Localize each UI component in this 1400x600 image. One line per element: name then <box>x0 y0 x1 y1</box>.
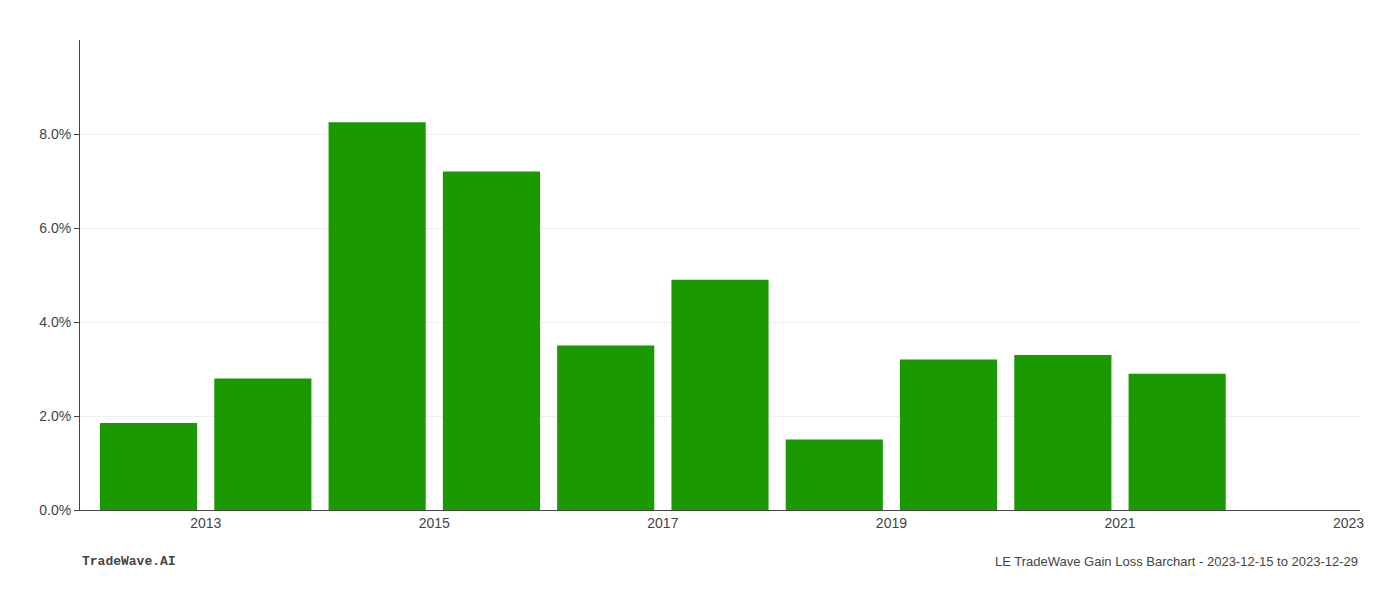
svg-text:2.0%: 2.0% <box>39 408 71 424</box>
svg-text:2023: 2023 <box>1333 515 1364 531</box>
svg-text:LE TradeWave Gain Loss Barchar: LE TradeWave Gain Loss Barchart - 2023-1… <box>995 554 1358 569</box>
svg-text:2013: 2013 <box>190 515 221 531</box>
svg-text:0.0%: 0.0% <box>39 502 71 518</box>
svg-text:4.0%: 4.0% <box>39 314 71 330</box>
svg-text:2015: 2015 <box>419 515 450 531</box>
svg-text:2017: 2017 <box>647 515 678 531</box>
svg-text:2021: 2021 <box>1104 515 1135 531</box>
svg-text:8.0%: 8.0% <box>39 126 71 142</box>
svg-text:6.0%: 6.0% <box>39 220 71 236</box>
svg-text:TradeWave.AI: TradeWave.AI <box>82 554 176 569</box>
svg-text:2019: 2019 <box>876 515 907 531</box>
